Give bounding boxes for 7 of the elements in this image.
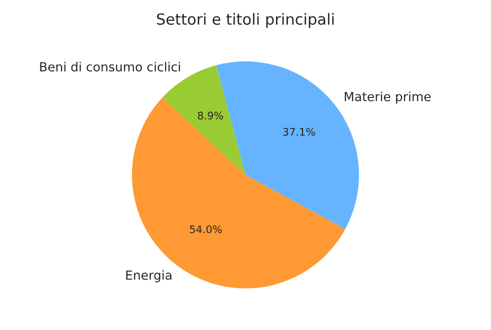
chart-title: Settori e titoli principali	[156, 13, 334, 28]
slice-label: Energia	[126, 270, 172, 282]
slice-label: Materie prime	[344, 92, 431, 104]
data-label: 54.0%	[190, 225, 222, 234]
data-label: 8.9%	[198, 112, 224, 120]
data-label: 37.1%	[283, 128, 315, 136]
slice-label: Beni di consumo ciclici	[40, 62, 180, 72]
